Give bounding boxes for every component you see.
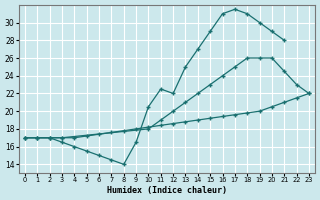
X-axis label: Humidex (Indice chaleur): Humidex (Indice chaleur) <box>107 186 227 195</box>
